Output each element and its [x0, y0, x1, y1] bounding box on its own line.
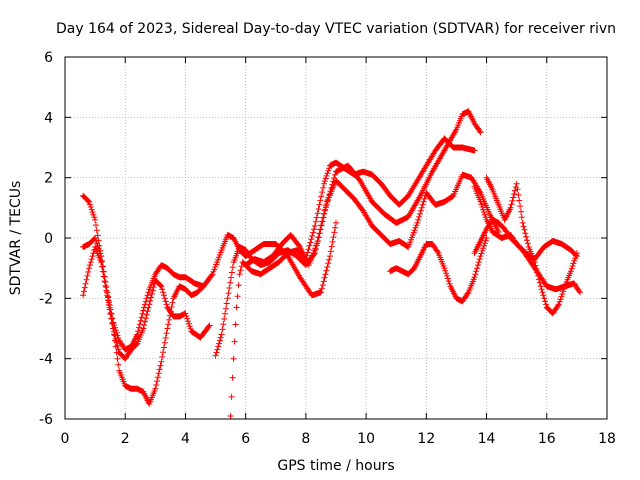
series-track-7 — [387, 235, 490, 305]
point-markers — [471, 216, 583, 296]
y-tick-label: 6 — [44, 50, 53, 66]
y-tick-label: 0 — [44, 231, 53, 247]
x-tick-label: 10 — [357, 431, 375, 447]
axis-ticks: 0 2 4 6 8 10 12 14 16 18 -6 -4 -2 0 2 4 6 — [39, 50, 616, 447]
x-tick-label: 16 — [538, 431, 556, 447]
chart-title: Day 164 of 2023, Sidereal Day-to-day VTE… — [56, 21, 616, 37]
point-markers — [212, 108, 484, 359]
series-track-9 — [471, 216, 583, 296]
series-track-5 — [227, 135, 478, 419]
point-markers — [387, 235, 490, 305]
series-track-10 — [483, 174, 580, 317]
data-points — [80, 108, 583, 419]
x-tick-label: 18 — [598, 431, 616, 447]
x-tick-label: 14 — [478, 431, 496, 447]
x-tick-label: 8 — [301, 431, 310, 447]
x-axis-label: GPS time / hours — [277, 458, 394, 474]
point-markers — [483, 174, 580, 317]
y-axis-label: SDTVAR / TECUs — [8, 181, 24, 296]
x-tick-label: 0 — [61, 431, 70, 447]
point-markers — [80, 235, 207, 407]
y-tick-label: 2 — [44, 171, 53, 187]
series-track-3 — [80, 235, 207, 407]
x-tick-label: 2 — [121, 431, 130, 447]
series-track-4 — [212, 108, 484, 359]
y-tick-label: -6 — [39, 412, 53, 428]
x-tick-label: 4 — [181, 431, 190, 447]
x-tick-label: 12 — [417, 431, 435, 447]
y-tick-label: 4 — [44, 110, 53, 126]
x-tick-label: 6 — [241, 431, 250, 447]
series-track-6 — [242, 171, 502, 269]
y-tick-label: -2 — [39, 291, 53, 307]
point-markers — [227, 135, 478, 419]
point-markers — [242, 171, 502, 269]
y-tick-label: -4 — [39, 352, 53, 368]
